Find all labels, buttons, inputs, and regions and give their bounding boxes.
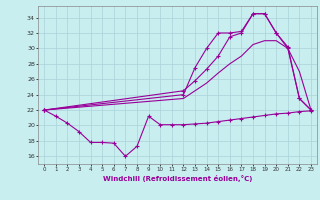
X-axis label: Windchill (Refroidissement éolien,°C): Windchill (Refroidissement éolien,°C): [103, 175, 252, 182]
